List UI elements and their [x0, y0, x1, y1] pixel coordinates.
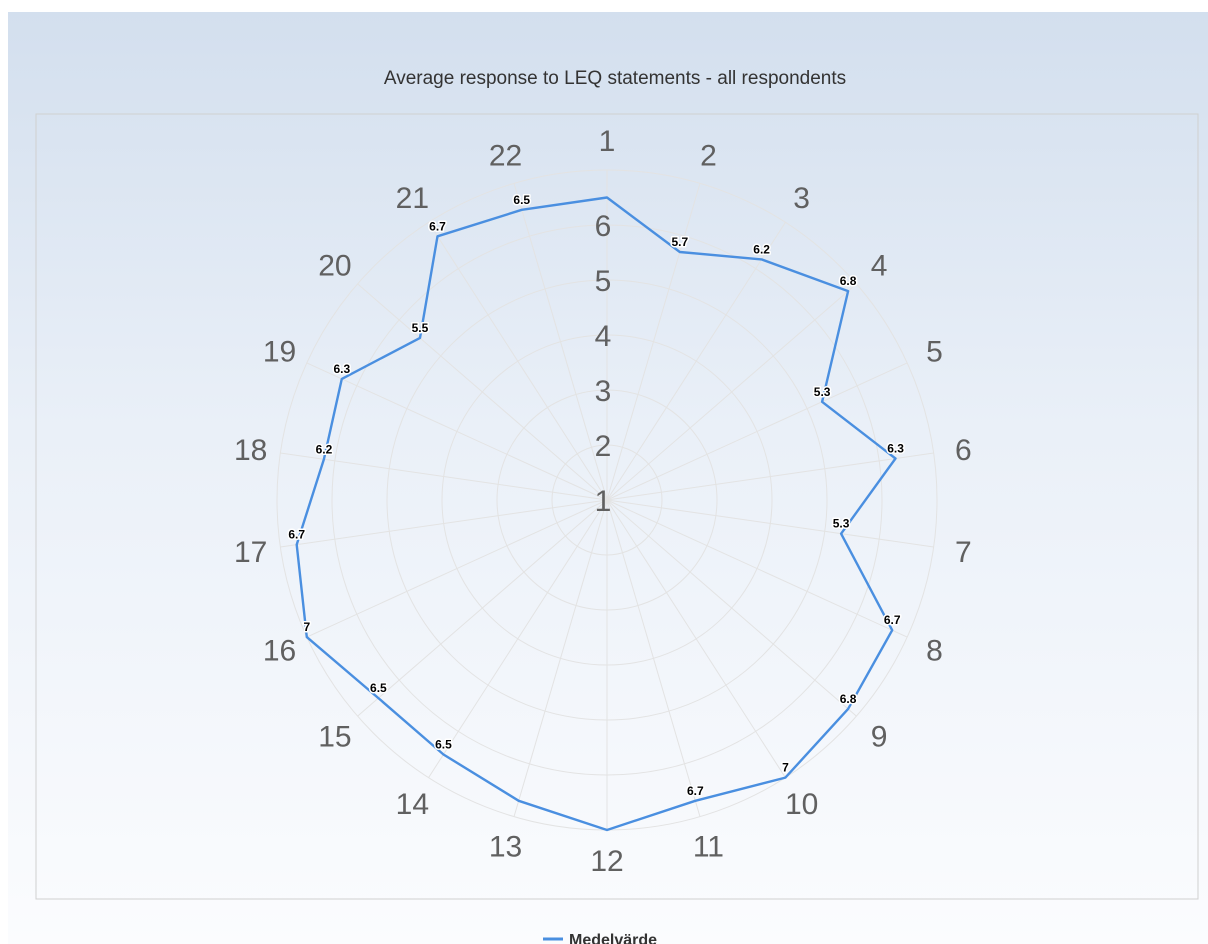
- grid-spoke: [606, 499, 786, 778]
- data-label: 6.7: [429, 219, 446, 233]
- category-label: 15: [318, 721, 351, 754]
- category-label: 10: [785, 788, 818, 821]
- grid-spoke: [606, 499, 934, 548]
- category-label: 4: [871, 249, 888, 282]
- category-label: 14: [396, 788, 429, 821]
- category-label: 1: [599, 125, 616, 158]
- category-label: 22: [489, 140, 522, 173]
- chart-title: Average response to LEQ statements - all…: [384, 68, 846, 89]
- data-label: 5.3: [833, 517, 850, 531]
- grid-spoke: [513, 183, 608, 501]
- radial-tick-label: 5: [595, 265, 612, 298]
- data-label: 5.7: [671, 235, 688, 249]
- chart-card: Average response to LEQ statements - all…: [8, 12, 1208, 944]
- data-label: 6.5: [435, 737, 452, 751]
- category-label: 19: [263, 335, 296, 368]
- data-label: 6.8: [840, 692, 857, 706]
- series-layer: [295, 196, 897, 832]
- data-label: 5.5: [412, 321, 429, 335]
- grid-spoke: [357, 499, 608, 717]
- category-label: 20: [318, 249, 351, 282]
- grid-spoke: [306, 499, 608, 638]
- grid-spoke: [280, 452, 608, 501]
- data-label: 6.3: [887, 442, 904, 456]
- radial-tick-label: 4: [595, 320, 612, 353]
- category-label: 18: [234, 434, 267, 467]
- category-label: 7: [955, 536, 972, 569]
- data-label: 6.2: [316, 442, 333, 456]
- grid: [276, 169, 938, 831]
- grid-spoke: [606, 362, 908, 501]
- grid-spoke: [280, 499, 608, 548]
- data-label: 6.5: [513, 193, 530, 207]
- radar-chart: Average response to LEQ statements - all…: [35, 68, 1199, 944]
- data-label: 6.7: [288, 528, 305, 542]
- data-label: 6.5: [370, 681, 387, 695]
- grid-spoke: [606, 499, 857, 717]
- grid-spoke: [428, 222, 608, 501]
- data-label: 7: [782, 761, 789, 775]
- grid-spoke: [606, 499, 701, 817]
- category-label: 8: [926, 635, 943, 668]
- grid-spoke: [606, 283, 857, 501]
- category-label: 3: [793, 182, 810, 215]
- category-label: 5: [926, 335, 943, 368]
- category-label: 17: [234, 536, 267, 569]
- category-label: 12: [590, 845, 623, 878]
- data-label: 7: [303, 620, 310, 634]
- data-labels: 5.7 6.2 6.8 5.3 6.3 5.3 6.7 6.8 7 6.7 6.5 6.5 7 6.7 6.…: [287, 191, 906, 799]
- category-label: 11: [693, 830, 724, 863]
- data-label: 5.3: [814, 385, 831, 399]
- legend-label: Medelvärde: [569, 932, 657, 944]
- category-label: 21: [396, 182, 429, 215]
- category-label: 6: [955, 434, 972, 467]
- data-label: 6.2: [753, 242, 770, 256]
- grid-spoke: [428, 499, 608, 778]
- radial-tick-label: 3: [595, 375, 612, 408]
- legend[interactable]: Medelvärde: [543, 932, 657, 944]
- plot-area: [35, 113, 1199, 900]
- data-label: 6.3: [333, 362, 350, 376]
- grid-spoke: [306, 362, 608, 501]
- category-label: 13: [489, 830, 522, 863]
- category-label: 16: [263, 635, 296, 668]
- data-label: 6.8: [840, 274, 857, 288]
- grid-spoke: [606, 183, 701, 501]
- data-label: 6.7: [884, 613, 901, 627]
- grid-spoke: [357, 283, 608, 501]
- grid-spoke: [606, 499, 908, 638]
- radial-tick-label: 6: [595, 210, 612, 243]
- grid-spoke: [513, 499, 608, 817]
- category-label: 9: [871, 721, 888, 754]
- category-label: 2: [700, 140, 717, 173]
- radial-tick-label: 1: [595, 485, 612, 518]
- series-line[interactable]: [295, 196, 897, 832]
- radial-tick-labels: 1 2 3 4 5 6: [595, 210, 612, 518]
- data-label: 6.7: [687, 784, 704, 798]
- radial-tick-label: 2: [595, 430, 612, 463]
- grid-spoke: [606, 222, 786, 501]
- grid-spoke: [606, 452, 934, 501]
